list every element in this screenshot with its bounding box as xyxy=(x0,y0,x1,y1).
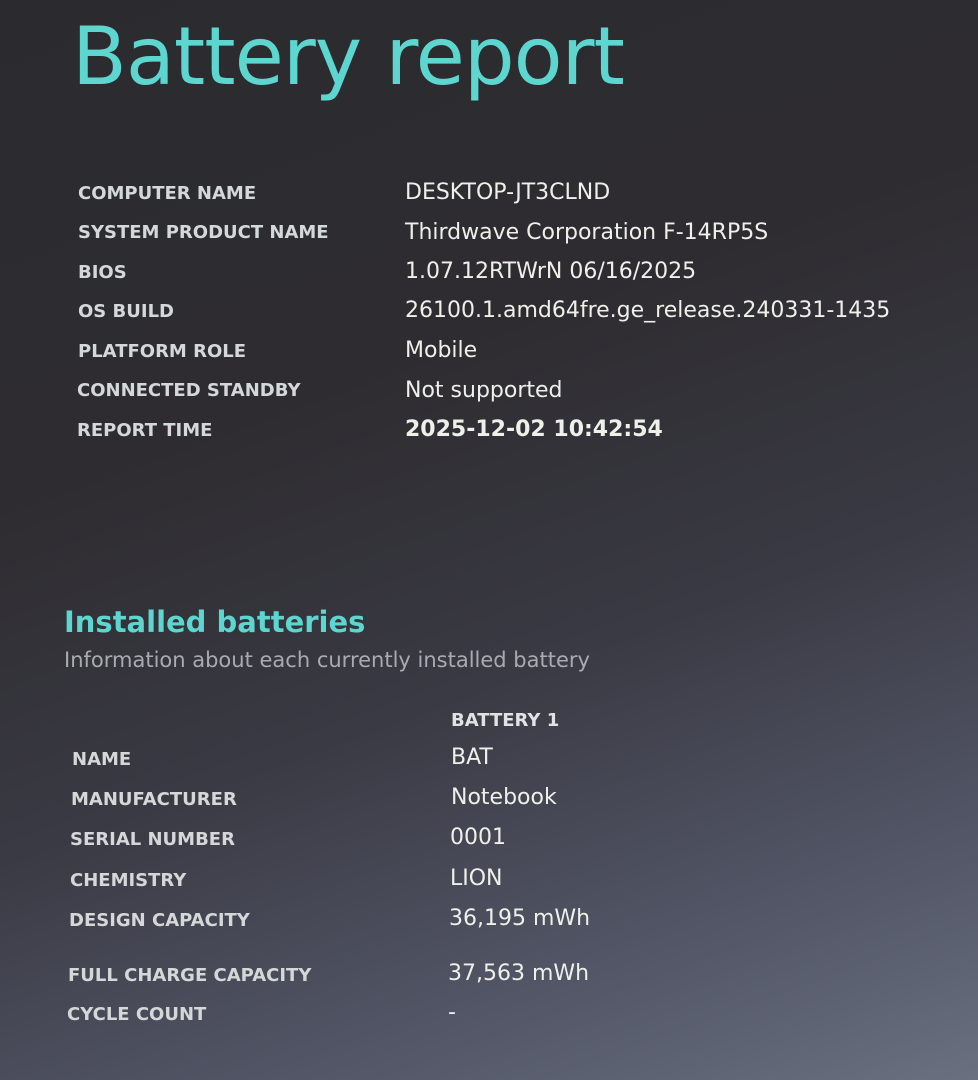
label-cycle-count: CYCLE COUNT xyxy=(67,1004,207,1025)
section-subtitle: Information about each currently install… xyxy=(64,648,590,672)
label-name: NAME xyxy=(72,749,132,770)
value-connected-standby: Not supported xyxy=(405,378,563,403)
label-connected-standby: CONNECTED STANDBY xyxy=(77,380,301,401)
label-bios: BIOS xyxy=(78,262,127,283)
value-full-charge-capacity: 37,563 mWh xyxy=(448,961,590,986)
value-report-time: 2025-12-02 10:42:54 xyxy=(405,417,663,442)
label-serial-number: SERIAL NUMBER xyxy=(70,829,235,850)
label-chemistry: CHEMISTRY xyxy=(70,870,187,891)
label-system-product-name: SYSTEM PRODUCT NAME xyxy=(78,222,329,243)
label-os-build: OS BUILD xyxy=(78,301,174,322)
value-bios: 1.07.12RTWrN 06/16/2025 xyxy=(405,259,697,284)
label-report-time: REPORT TIME xyxy=(77,420,213,441)
value-cycle-count: - xyxy=(448,1000,456,1025)
value-design-capacity: 36,195 mWh xyxy=(449,906,591,931)
value-chemistry: LION xyxy=(450,866,503,891)
label-computer-name: COMPUTER NAME xyxy=(78,183,257,204)
value-platform-role: Mobile xyxy=(405,338,478,363)
label-full-charge-capacity: FULL CHARGE CAPACITY xyxy=(68,965,312,986)
value-name: BAT xyxy=(451,745,493,770)
value-system-product-name: Thirdwave Corporation F-14RP5S xyxy=(405,220,769,245)
label-design-capacity: DESIGN CAPACITY xyxy=(69,910,250,931)
label-manufacturer: MANUFACTURER xyxy=(71,789,237,810)
page-title: Battery report xyxy=(72,10,625,103)
section-heading-installed-batteries: Installed batteries xyxy=(64,605,366,639)
value-computer-name: DESKTOP-JT3CLND xyxy=(405,180,611,205)
value-serial-number: 0001 xyxy=(450,825,506,850)
label-platform-role: PLATFORM ROLE xyxy=(78,341,247,362)
value-manufacturer: Notebook xyxy=(451,785,557,810)
value-os-build: 26100.1.amd64fre.ge_release.240331-1435 xyxy=(405,298,891,323)
column-header-battery-1: BATTERY 1 xyxy=(451,710,560,731)
